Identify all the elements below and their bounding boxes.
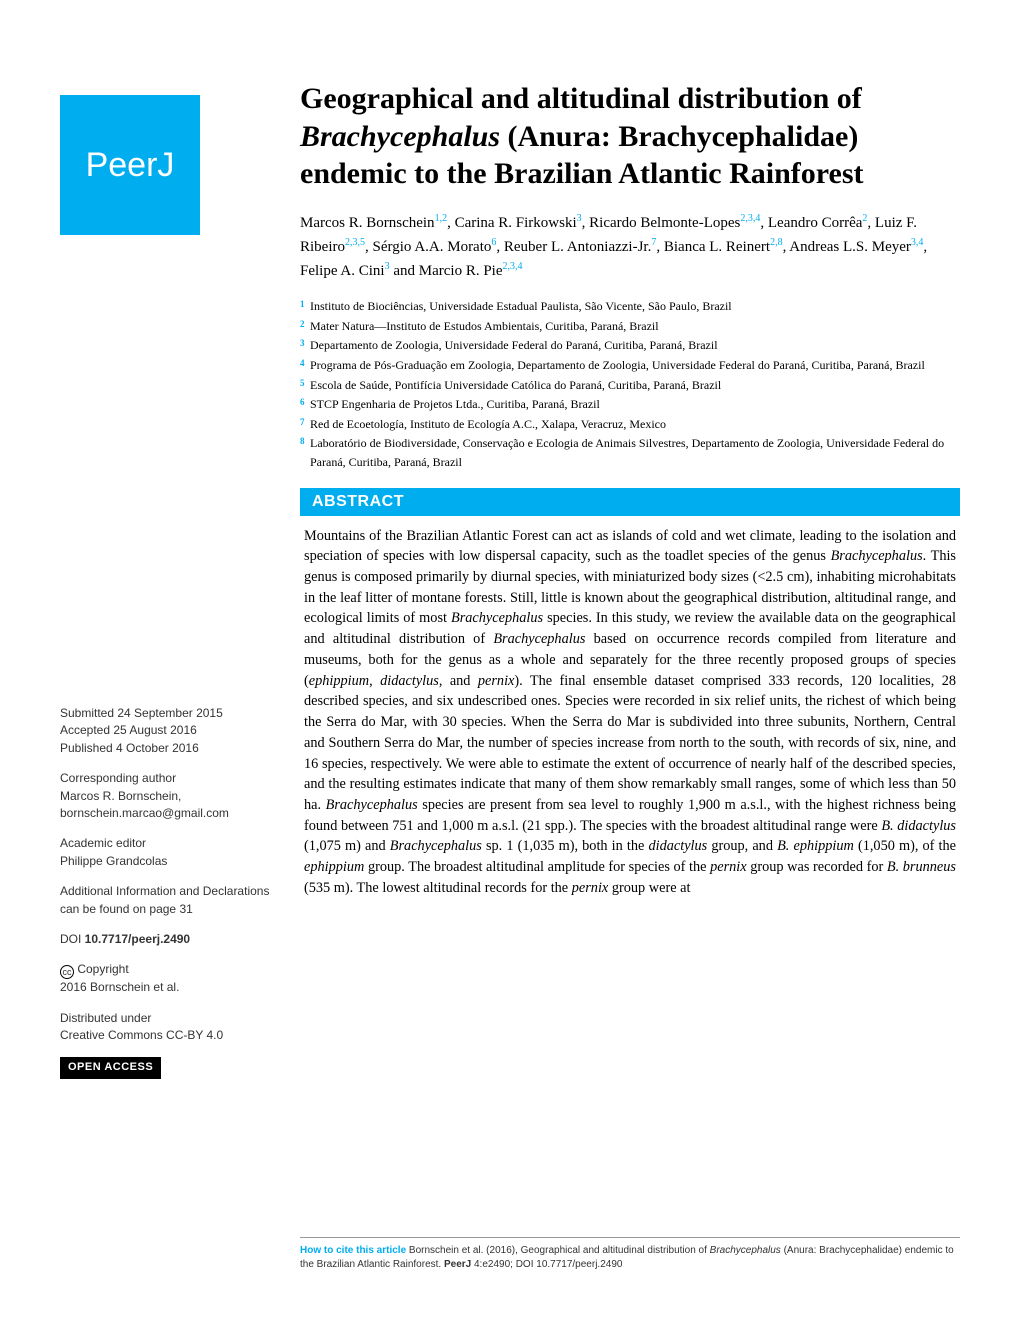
affiliation-number: 5 [300,376,310,395]
article-meta-sidebar: Submitted 24 September 2015 Accepted 25 … [60,705,275,1092]
peerj-logo: PeerJ [60,95,200,235]
affiliations: 1Instituto de Biociências, Universidade … [300,297,960,471]
editor-label: Academic editor [60,835,275,852]
copyright-value: 2016 Bornschein et al. [60,979,275,996]
affiliation-row: 4Programa de Pós-Graduação em Zoologia, … [300,356,960,375]
article-title: Geographical and altitudinal distributio… [300,80,960,193]
accepted-value: 25 August 2016 [110,723,197,737]
additional-info: Additional Information and Declarations … [60,883,275,918]
affiliation-text: Red de Ecoetología, Instituto de Ecologí… [310,415,960,434]
affiliation-number: 7 [300,415,310,434]
submitted-value: 24 September 2015 [114,706,223,720]
affiliation-number: 1 [300,297,310,316]
affiliation-number: 6 [300,395,310,414]
title-part1: Geographical and altitudinal distributio… [300,82,862,115]
abstract-body: Mountains of the Brazilian Atlantic Fore… [300,526,960,899]
affiliation-text: Laboratório de Biodiversidade, Conservaç… [310,434,960,471]
copyright-block: cc Copyright 2016 Bornschein et al. [60,961,275,996]
affiliation-row: 3Departamento de Zoologia, Universidade … [300,336,960,355]
affiliation-row: 7Red de Ecoetología, Instituto de Ecolog… [300,415,960,434]
affiliation-number: 3 [300,336,310,355]
affiliation-text: Programa de Pós-Graduação em Zoologia, D… [310,356,960,375]
copyright-label: Copyright [74,962,129,976]
affiliation-text: Escola de Saúde, Pontifícia Universidade… [310,376,960,395]
affiliation-row: 6STCP Engenharia de Projetos Ltda., Curi… [300,395,960,414]
citation-footer: How to cite this article Bornschein et a… [300,1237,960,1272]
doi-value: 10.7717/peerj.2490 [81,932,190,946]
submitted-label: Submitted [60,706,114,720]
abstract-header: ABSTRACT [300,488,960,516]
license-block: Distributed under Creative Commons CC-BY… [60,1010,275,1045]
corresponding-block: Corresponding author Marcos R. Bornschei… [60,770,275,822]
cc-icon: cc [60,965,74,979]
doi-label: DOI [60,932,81,946]
open-access-badge: OPEN ACCESS [60,1057,161,1079]
citation-how: How to cite this article [300,1245,406,1256]
affiliation-number: 8 [300,434,310,471]
affiliation-row: 8Laboratório de Biodiversidade, Conserva… [300,434,960,471]
logo-text: PeerJ [86,146,175,185]
author-list: Marcos R. Bornschein1,2, Carina R. Firko… [300,211,960,284]
affiliation-row: 2Mater Natura—Instituto de Estudos Ambie… [300,317,960,336]
dates-block: Submitted 24 September 2015 Accepted 25 … [60,705,275,757]
published-label: Published [60,741,113,755]
distributed-value: Creative Commons CC-BY 4.0 [60,1027,275,1044]
affiliation-number: 4 [300,356,310,375]
open-access-block: OPEN ACCESS [60,1057,275,1079]
corresponding-value: Marcos R. Bornschein, bornschein.marcao@… [60,788,275,823]
affiliation-number: 2 [300,317,310,336]
affiliation-text: Departamento de Zoologia, Universidade F… [310,336,960,355]
corresponding-label: Corresponding author [60,770,275,787]
title-italic1: Brachycephalus [300,120,500,153]
affiliation-text: STCP Engenharia de Projetos Ltda., Curit… [310,395,960,414]
published-value: 4 October 2016 [113,741,199,755]
affiliation-row: 5Escola de Saúde, Pontifícia Universidad… [300,376,960,395]
affiliation-text: Mater Natura—Instituto de Estudos Ambien… [310,317,960,336]
distributed-label: Distributed under [60,1010,275,1027]
editor-value: Philippe Grandcolas [60,853,275,870]
affiliation-row: 1Instituto de Biociências, Universidade … [300,297,960,316]
editor-block: Academic editor Philippe Grandcolas [60,835,275,870]
doi-block: DOI 10.7717/peerj.2490 [60,931,275,948]
main-column: Geographical and altitudinal distributio… [300,80,960,899]
affiliation-text: Instituto de Biociências, Universidade E… [310,297,960,316]
accepted-label: Accepted [60,723,110,737]
